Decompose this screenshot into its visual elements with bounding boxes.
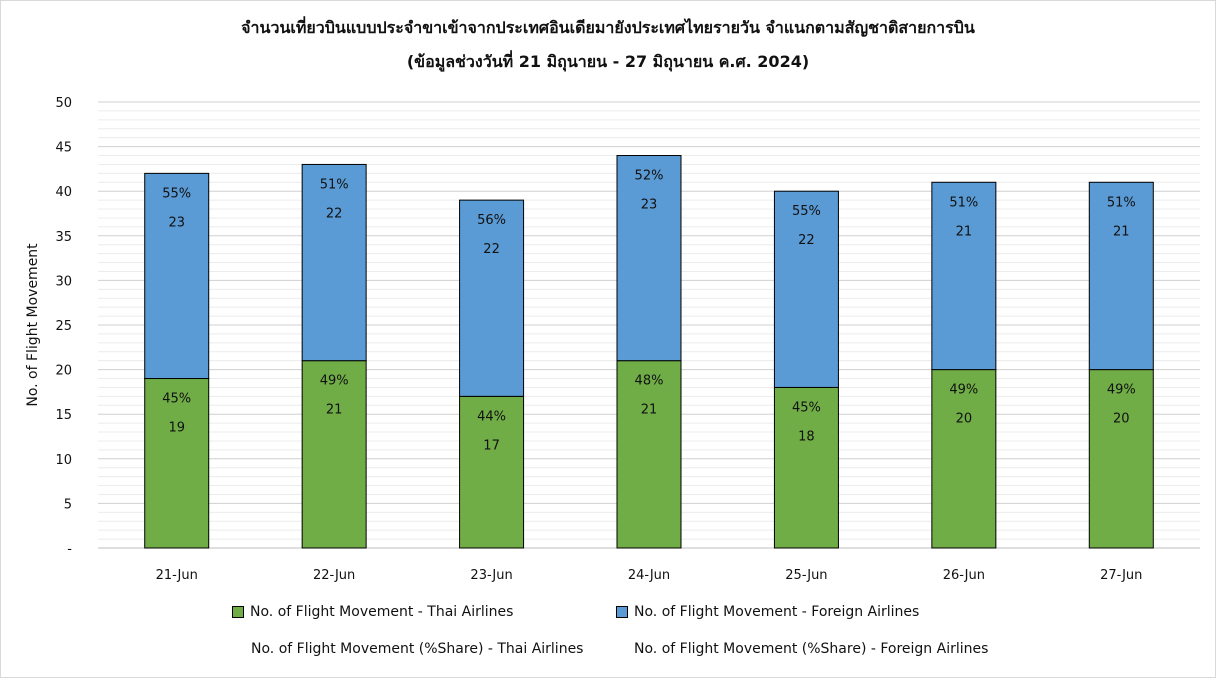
x-tick-label: 21-Jun (156, 568, 198, 583)
value-label: 23 (641, 198, 658, 213)
bar-thai (459, 395, 525, 549)
value-label: 20 (956, 412, 973, 427)
data-labels: 45% 19 55% 23 49% 21 51% 22 44% 17 56% 22 48% 21 52% 23… (162, 169, 1135, 454)
legend-item-thai: No. of Flight Movement - Thai Airlines (232, 604, 513, 620)
value-label: 23 (168, 215, 185, 230)
share-label: 49% (1107, 383, 1136, 398)
share-label: 44% (477, 409, 506, 424)
legend-swatch-foreign (616, 606, 628, 618)
legend-label-foreign-share: No. of Flight Movement (%Share) - Foreig… (634, 641, 989, 657)
chart-title: จำนวนเที่ยวบินแบบประจำขาเข้าจากประเทศอิน… (241, 18, 975, 37)
value-label: 22 (326, 206, 343, 221)
value-label: 21 (326, 403, 343, 418)
value-label: 17 (483, 438, 500, 453)
y-tick-label: 35 (55, 230, 72, 245)
x-tick-label: 26-Jun (943, 568, 985, 583)
share-label: 55% (792, 204, 821, 219)
bar-thai (1088, 369, 1154, 549)
value-label: 21 (956, 224, 973, 239)
bar-foreign (773, 190, 839, 388)
y-axis-label: No. of Flight Movement (25, 243, 41, 407)
y-tick-label: 10 (55, 453, 72, 468)
x-tick-label: 23-Jun (470, 568, 512, 583)
chart-subtitle: (ข้อมูลช่วงวันที่ 21 มิถุนายน - 27 มิถุน… (406, 52, 810, 71)
bar-foreign (144, 172, 210, 380)
x-tick-label: 27-Jun (1100, 568, 1142, 583)
y-tick-label: 5 (64, 497, 72, 512)
value-label: 20 (1113, 412, 1130, 427)
y-tick-label: 50 (55, 96, 72, 111)
legend-label-thai: No. of Flight Movement - Thai Airlines (250, 604, 514, 620)
y-tick-label: 45 (55, 141, 72, 156)
share-label: 55% (162, 186, 191, 201)
bar-foreign (931, 181, 997, 371)
bar-foreign (301, 163, 367, 362)
share-label: 45% (792, 400, 821, 415)
share-label: 51% (949, 195, 978, 210)
legend-swatch-thai (232, 606, 244, 618)
share-label: 45% (162, 392, 191, 407)
y-tick-label: 30 (55, 274, 72, 289)
legend-label-thai-share: No. of Flight Movement (%Share) - Thai A… (251, 641, 584, 657)
share-label: 52% (635, 169, 664, 184)
y-tick-label: 25 (55, 319, 72, 334)
value-label: 21 (1113, 224, 1130, 239)
legend-label-foreign: No. of Flight Movement - Foreign Airline… (634, 604, 920, 620)
x-tick-label: 22-Jun (313, 568, 355, 583)
x-tick-label: 25-Jun (785, 568, 827, 583)
share-label: 56% (477, 213, 506, 228)
value-label: 21 (641, 403, 658, 418)
value-label: 19 (168, 421, 185, 436)
bar-foreign (459, 199, 525, 397)
legend-item-thai-share: No. of Flight Movement (%Share) - Thai A… (251, 641, 583, 657)
bar-thai (616, 360, 682, 549)
x-tick-label: 24-Jun (628, 568, 670, 583)
value-label: 18 (798, 429, 815, 444)
y-tick-label: 40 (55, 185, 72, 200)
share-label: 49% (320, 374, 349, 389)
share-label: 48% (635, 374, 664, 389)
bar-thai (301, 360, 367, 549)
legend-item-foreign-share: No. of Flight Movement (%Share) - Foreig… (634, 641, 988, 657)
bar-foreign (616, 155, 682, 362)
bar-foreign (1088, 181, 1154, 371)
y-tick-label: 15 (55, 408, 72, 423)
legend-item-foreign: No. of Flight Movement - Foreign Airline… (616, 604, 919, 620)
value-label: 22 (483, 242, 500, 257)
share-label: 49% (949, 383, 978, 398)
value-label: 22 (798, 233, 815, 248)
bar-thai (773, 386, 839, 549)
bar-thai (931, 369, 997, 549)
share-label: 51% (1107, 195, 1136, 210)
bars (144, 155, 1154, 549)
y-tick-label: - (67, 542, 72, 557)
y-tick-label: 20 (55, 364, 72, 379)
share-label: 51% (320, 177, 349, 192)
bar-thai (144, 378, 210, 549)
